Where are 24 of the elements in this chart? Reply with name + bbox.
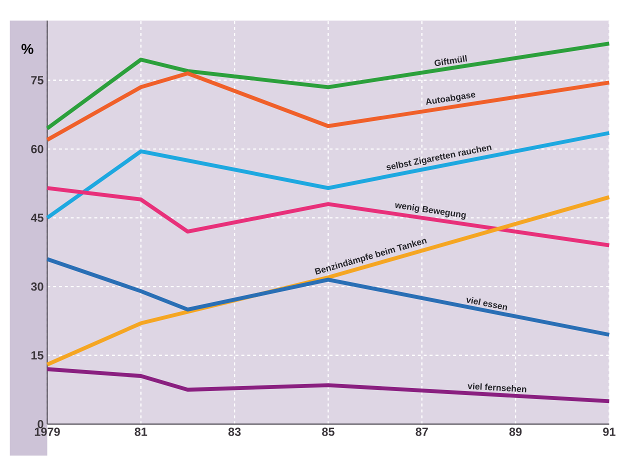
- x-tick-label: 83: [228, 428, 241, 436]
- series-label: viel fernsehen: [468, 383, 526, 392]
- text: selbst Zigaretten rauchen: [386, 146, 492, 170]
- text: Giftmüll: [434, 55, 468, 66]
- line-series: [45, 72, 612, 142]
- x-tick-label: 91: [603, 428, 616, 436]
- x-tick-label: 81: [134, 428, 148, 436]
- line-series: [45, 42, 612, 131]
- y-tick-label: 45: [30, 214, 44, 222]
- line-series: [45, 367, 612, 404]
- x-tick-label: 87: [416, 428, 428, 436]
- text: Autoabgase: [426, 92, 476, 106]
- y-tick-label: 15: [31, 351, 44, 360]
- x-tick-label: 89: [509, 428, 522, 436]
- y-tick-label: 30: [30, 282, 44, 291]
- text: wenig Bewegung: [395, 203, 466, 220]
- y-tick-label: 60: [31, 145, 44, 154]
- text: viel essen: [466, 297, 508, 311]
- x-tick-label: 1979: [34, 428, 60, 436]
- y-tick-label: 0: [38, 420, 44, 428]
- x-tick-label: 85: [322, 428, 334, 436]
- y-tick-label: 75: [31, 76, 44, 85]
- line-series: [45, 131, 612, 220]
- y-axis-title: %: [22, 44, 34, 54]
